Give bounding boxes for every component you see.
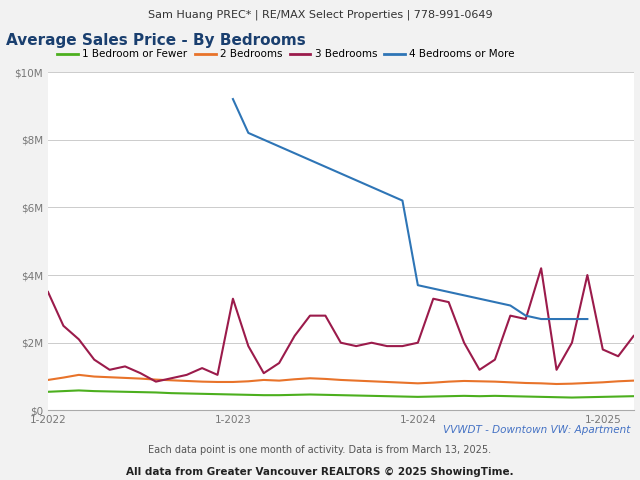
Text: Each data point is one month of activity. Data is from March 13, 2025.: Each data point is one month of activity… (148, 445, 492, 456)
Text: Sam Huang PREC* | RE/MAX Select Properties | 778-991-0649: Sam Huang PREC* | RE/MAX Select Properti… (148, 10, 492, 20)
Legend: 1 Bedroom or Fewer, 2 Bedrooms, 3 Bedrooms, 4 Bedrooms or More: 1 Bedroom or Fewer, 2 Bedrooms, 3 Bedroo… (53, 45, 519, 63)
Text: All data from Greater Vancouver REALTORS © 2025 ShowingTime.: All data from Greater Vancouver REALTORS… (126, 467, 514, 477)
Text: Average Sales Price - By Bedrooms: Average Sales Price - By Bedrooms (6, 33, 306, 48)
Text: VVWDT - Downtown VW: Apartment: VVWDT - Downtown VW: Apartment (443, 425, 630, 435)
